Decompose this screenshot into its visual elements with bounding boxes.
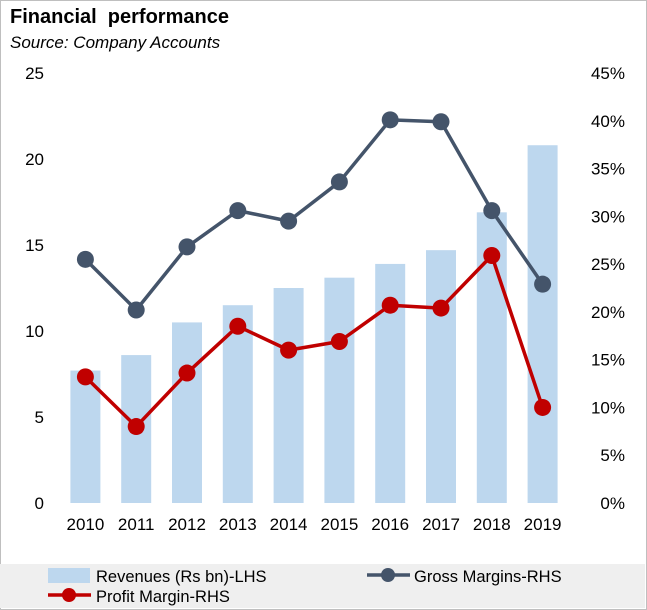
revenue-bar xyxy=(324,277,355,503)
chart-subtitle: Source: Company Accounts xyxy=(10,33,221,52)
x-axis-tick-label: 2019 xyxy=(524,515,562,534)
profit-margin-rhs-point xyxy=(534,398,552,416)
left-axis-tick-label: 15 xyxy=(25,236,44,255)
x-axis-tick-label: 2010 xyxy=(66,515,104,534)
legend-gross-margin-marker xyxy=(381,568,395,582)
gross-margins-rhs-point xyxy=(229,202,247,220)
revenue-bar xyxy=(426,250,456,503)
x-axis-tick-label: 2018 xyxy=(473,515,511,534)
revenue-bar xyxy=(70,370,101,503)
profit-margin-rhs-point xyxy=(127,418,145,436)
left-axis-tick-label: 0 xyxy=(35,494,44,513)
gross-margins-rhs-point xyxy=(483,202,501,220)
profit-margin-rhs-point xyxy=(330,333,348,351)
profit-margin-rhs-point xyxy=(76,368,94,386)
profit-margin-rhs-point xyxy=(280,341,298,359)
revenue-bar xyxy=(273,288,304,503)
right-axis-tick-label: 20% xyxy=(591,303,625,322)
gross-margins-rhs-point xyxy=(280,212,298,230)
right-axis-tick-label: 40% xyxy=(591,112,625,131)
right-axis-tick-label: 0% xyxy=(600,494,625,513)
gross-margins-rhs-point xyxy=(381,111,399,129)
x-axis-tick-label: 2016 xyxy=(371,515,409,534)
profit-margin-rhs-point xyxy=(381,296,399,314)
right-axis-tick-label: 25% xyxy=(591,255,625,274)
revenue-bar xyxy=(527,145,558,504)
revenue-bar xyxy=(172,322,202,503)
right-axis-tick-label: 10% xyxy=(591,398,625,417)
gross-margins-rhs-point xyxy=(127,301,145,319)
x-axis-tick-label: 2012 xyxy=(168,515,206,534)
legend-gross-margin-label: Gross Margins-RHS xyxy=(414,568,562,586)
left-axis-tick-label: 10 xyxy=(25,322,44,341)
chart-title: Financial performance xyxy=(10,6,229,28)
x-axis-tick-label: 2011 xyxy=(118,515,155,534)
legend-revenue-label: Revenues (Rs bn)-LHS xyxy=(96,568,267,586)
profit-margin-rhs-point xyxy=(178,364,196,382)
right-axis-tick-label: 30% xyxy=(591,207,625,226)
revenue-bar xyxy=(222,305,253,503)
profit-margin-rhs-point xyxy=(432,299,450,317)
gross-margins-rhs-point xyxy=(76,250,94,268)
profit-margin-rhs-point xyxy=(229,317,247,335)
x-axis-tick-label: 2015 xyxy=(320,515,358,534)
legend-background xyxy=(0,564,645,608)
right-axis-tick-label: 15% xyxy=(591,351,625,370)
left-axis-tick-label: 25 xyxy=(25,64,44,83)
left-axis-tick-label: 20 xyxy=(25,150,44,169)
gross-margins-rhs-point xyxy=(534,275,552,293)
legend-profit-margin-marker xyxy=(62,588,76,602)
right-axis-tick-label: 5% xyxy=(600,446,625,465)
gross-margins-rhs-point xyxy=(432,113,450,131)
legend-profit-margin-label: Profit Margin-RHS xyxy=(96,588,230,606)
gross-margins-rhs-point xyxy=(330,173,348,191)
profit-margin-rhs-line xyxy=(84,253,545,429)
gross-margins-rhs-point xyxy=(178,238,196,256)
right-axis-tick-label: 45% xyxy=(591,64,625,83)
x-axis-tick-label: 2017 xyxy=(422,515,460,534)
gross-margins-rhs-line xyxy=(84,118,545,312)
profit-margin-rhs-point xyxy=(483,247,501,265)
left-axis-tick-label: 5 xyxy=(35,408,44,427)
legend-revenue-swatch xyxy=(48,568,90,583)
x-axis-tick-label: 2013 xyxy=(219,515,257,534)
x-axis-tick-label: 2014 xyxy=(270,515,308,534)
right-axis-tick-label: 35% xyxy=(591,160,625,179)
